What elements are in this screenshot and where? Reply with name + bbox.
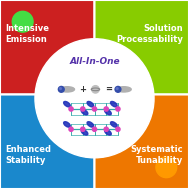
Circle shape — [104, 127, 108, 131]
Ellipse shape — [64, 122, 70, 127]
Bar — [71, 103, 83, 115]
Bar — [71, 124, 83, 135]
Circle shape — [92, 107, 97, 111]
PathPatch shape — [0, 81, 108, 189]
Text: =: = — [105, 85, 112, 94]
Ellipse shape — [111, 101, 117, 107]
Circle shape — [116, 88, 118, 90]
Text: Enhanced
Stability: Enhanced Stability — [6, 145, 52, 165]
Text: Systematic
Tunability: Systematic Tunability — [131, 145, 183, 165]
Circle shape — [156, 157, 177, 178]
Bar — [83, 103, 94, 115]
Circle shape — [58, 86, 64, 92]
PathPatch shape — [0, 0, 108, 108]
Circle shape — [116, 127, 120, 131]
Circle shape — [116, 107, 120, 111]
Circle shape — [60, 88, 61, 90]
Bar — [94, 124, 106, 135]
Ellipse shape — [81, 130, 88, 135]
Text: Intensive
Emission: Intensive Emission — [6, 24, 50, 44]
Bar — [106, 124, 118, 135]
Ellipse shape — [87, 122, 94, 127]
Bar — [83, 124, 94, 135]
Circle shape — [92, 86, 99, 93]
Ellipse shape — [60, 87, 74, 92]
Ellipse shape — [81, 109, 88, 115]
Text: +: + — [79, 85, 86, 94]
Circle shape — [92, 127, 97, 131]
Circle shape — [35, 39, 154, 158]
Circle shape — [104, 107, 108, 111]
Text: Solution
Processability: Solution Processability — [116, 24, 183, 44]
Ellipse shape — [105, 130, 111, 135]
PathPatch shape — [81, 94, 189, 189]
Text: All-In-One: All-In-One — [69, 57, 120, 66]
Bar — [106, 103, 118, 115]
Bar — [94, 103, 106, 115]
Ellipse shape — [111, 122, 117, 127]
Circle shape — [115, 86, 121, 92]
Ellipse shape — [105, 109, 111, 115]
Circle shape — [81, 127, 85, 131]
PathPatch shape — [81, 0, 189, 94]
Circle shape — [81, 107, 85, 111]
Circle shape — [69, 107, 73, 111]
Ellipse shape — [64, 101, 70, 107]
Ellipse shape — [116, 87, 131, 92]
Circle shape — [12, 11, 33, 32]
Ellipse shape — [87, 101, 94, 107]
Circle shape — [69, 127, 73, 131]
